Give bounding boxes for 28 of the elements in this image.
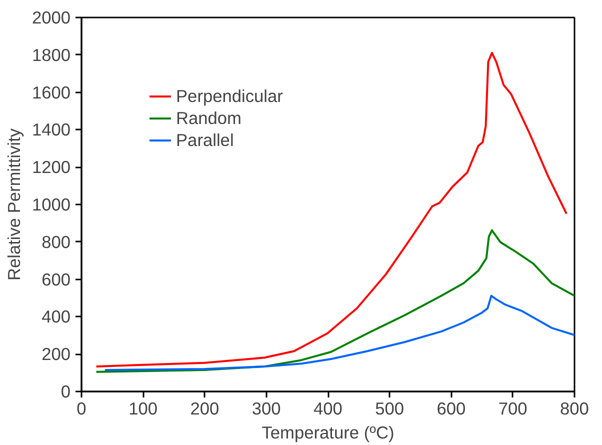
y-tick-label: 2000 xyxy=(32,8,71,28)
line-series xyxy=(95,52,568,368)
x-tick-label: 500 xyxy=(375,398,404,418)
y-tick-label: 1200 xyxy=(32,157,71,178)
y-tick-label: 600 xyxy=(42,269,71,290)
legend-label: Perpendicular xyxy=(176,85,283,107)
x-axis-title: Temperature (ºC) xyxy=(262,422,394,442)
x-tick-label: 700 xyxy=(498,398,528,418)
x-tick-label: 200 xyxy=(190,398,220,418)
y-tick-label: 800 xyxy=(42,232,71,252)
y-tick-label: 0 xyxy=(60,382,71,402)
y-tick-label: 1800 xyxy=(32,44,71,65)
x-tick-label: 100 xyxy=(128,398,158,418)
y-tick-label: 1400 xyxy=(32,120,71,140)
y-axis-title: Relative Permittivity xyxy=(4,128,24,281)
x-tick-label: 800 xyxy=(560,398,589,418)
x-tick-label: 0 xyxy=(76,398,86,418)
y-tick-label: 1600 xyxy=(32,82,71,102)
line-series xyxy=(95,229,574,373)
line-series xyxy=(104,294,574,371)
y-tick-label: 1000 xyxy=(32,194,71,214)
legend-label: Random xyxy=(176,107,242,129)
x-tick-label: 400 xyxy=(314,398,342,418)
y-tick-label: 400 xyxy=(42,306,71,327)
y-tick-label: 200 xyxy=(42,344,71,364)
x-tick-label: 600 xyxy=(436,398,466,418)
legend-label: Parallel xyxy=(176,129,234,151)
x-tick-label: 300 xyxy=(252,398,281,418)
